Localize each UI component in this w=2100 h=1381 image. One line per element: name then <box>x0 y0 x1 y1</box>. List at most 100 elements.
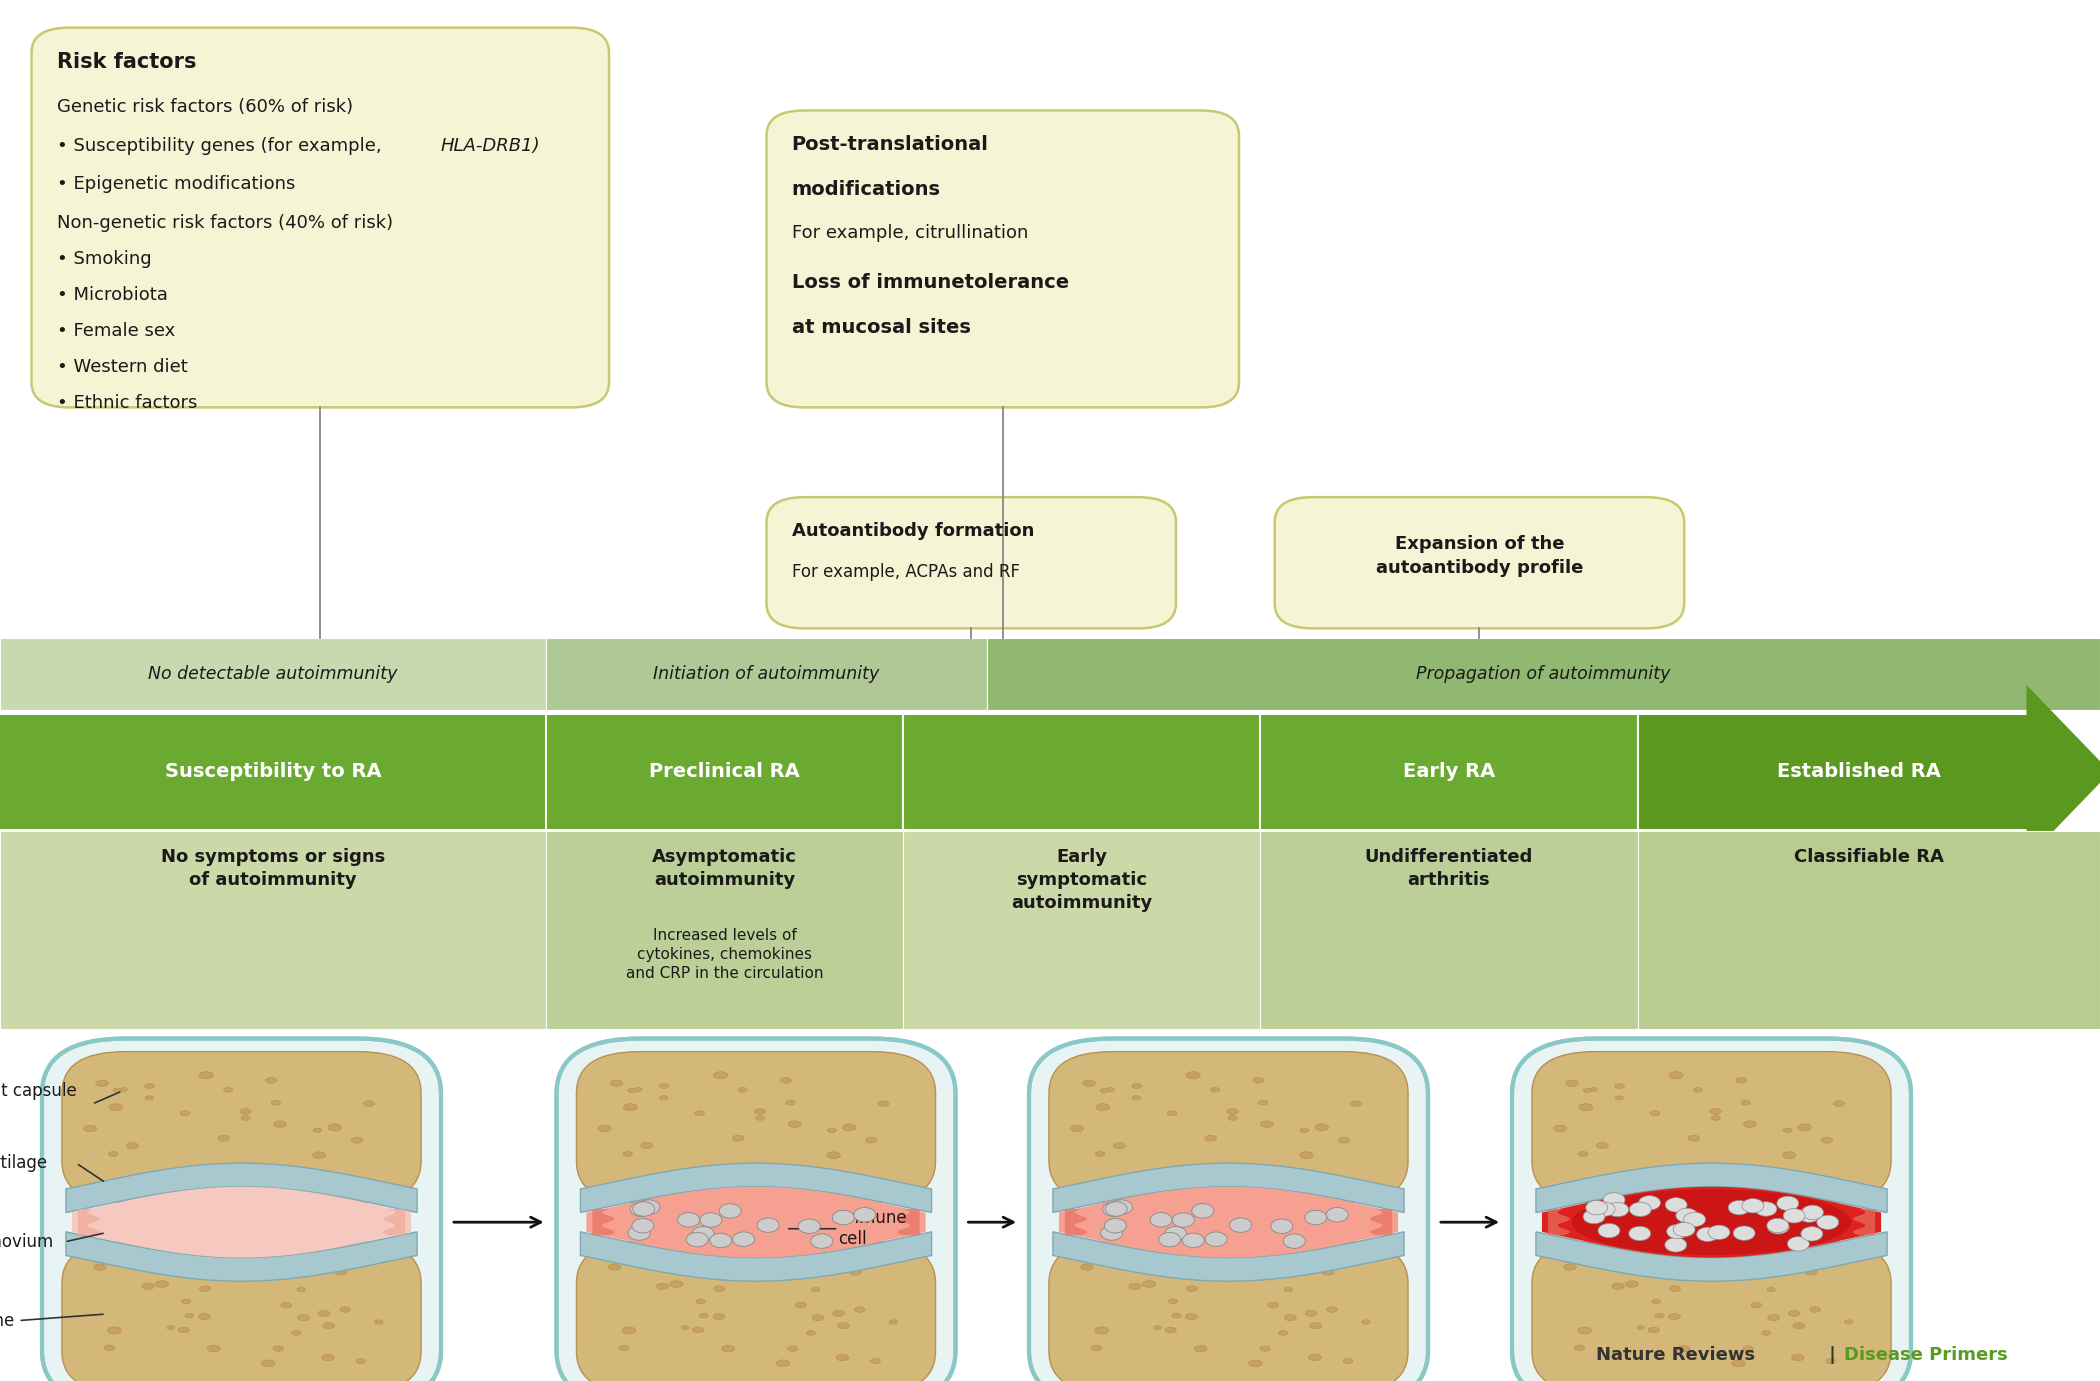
Polygon shape <box>382 1210 405 1235</box>
Ellipse shape <box>838 1323 848 1329</box>
Ellipse shape <box>145 1095 153 1101</box>
Ellipse shape <box>659 1095 668 1101</box>
Ellipse shape <box>611 1080 624 1087</box>
Ellipse shape <box>1300 1152 1312 1159</box>
Ellipse shape <box>1168 1110 1176 1116</box>
Circle shape <box>1798 1208 1821 1222</box>
Bar <box>1638 715 2026 829</box>
Ellipse shape <box>836 1355 848 1360</box>
Ellipse shape <box>1615 1095 1623 1101</box>
Text: Loss of immunetolerance: Loss of immunetolerance <box>792 273 1069 293</box>
Ellipse shape <box>1638 1326 1644 1330</box>
Text: Preclinical RA: Preclinical RA <box>649 762 800 782</box>
Ellipse shape <box>739 1088 748 1092</box>
Ellipse shape <box>1338 1138 1350 1143</box>
Circle shape <box>1630 1226 1651 1240</box>
Ellipse shape <box>178 1327 189 1333</box>
Ellipse shape <box>1670 1072 1684 1079</box>
Ellipse shape <box>200 1072 214 1079</box>
Ellipse shape <box>1319 1254 1331 1261</box>
Ellipse shape <box>273 1346 284 1351</box>
Circle shape <box>758 1218 779 1232</box>
Bar <box>987 638 2100 710</box>
Ellipse shape <box>265 1185 273 1189</box>
Ellipse shape <box>781 1077 792 1083</box>
Ellipse shape <box>351 1138 363 1143</box>
Circle shape <box>1665 1197 1686 1213</box>
Ellipse shape <box>659 1084 670 1088</box>
Ellipse shape <box>1186 1286 1197 1291</box>
Ellipse shape <box>1084 1080 1096 1087</box>
Ellipse shape <box>340 1306 351 1312</box>
Ellipse shape <box>1613 1283 1623 1290</box>
Circle shape <box>1756 1201 1777 1217</box>
Ellipse shape <box>1735 1185 1743 1189</box>
Ellipse shape <box>200 1286 210 1291</box>
Circle shape <box>1304 1210 1327 1225</box>
Ellipse shape <box>842 1124 857 1131</box>
Ellipse shape <box>1327 1306 1338 1312</box>
FancyBboxPatch shape <box>575 1242 937 1381</box>
FancyBboxPatch shape <box>556 1039 956 1381</box>
Circle shape <box>628 1226 651 1240</box>
Ellipse shape <box>1155 1326 1161 1330</box>
Ellipse shape <box>693 1327 704 1333</box>
FancyBboxPatch shape <box>32 28 609 407</box>
Ellipse shape <box>1071 1126 1084 1132</box>
Circle shape <box>1182 1233 1203 1247</box>
Polygon shape <box>2026 685 2100 859</box>
Ellipse shape <box>1226 1109 1239 1114</box>
Ellipse shape <box>695 1178 706 1184</box>
Ellipse shape <box>1168 1178 1178 1184</box>
Bar <box>0 715 2026 829</box>
Circle shape <box>1283 1233 1306 1248</box>
Ellipse shape <box>1361 1320 1369 1324</box>
Ellipse shape <box>218 1135 229 1141</box>
Ellipse shape <box>624 1103 636 1110</box>
Ellipse shape <box>155 1280 168 1287</box>
Ellipse shape <box>1653 1168 1663 1174</box>
Ellipse shape <box>292 1331 300 1335</box>
Circle shape <box>1172 1213 1195 1228</box>
Ellipse shape <box>806 1331 815 1335</box>
Ellipse shape <box>1306 1186 1317 1192</box>
Ellipse shape <box>334 1269 346 1275</box>
Ellipse shape <box>640 1142 653 1149</box>
Ellipse shape <box>888 1320 897 1324</box>
Circle shape <box>1732 1226 1756 1240</box>
Ellipse shape <box>1308 1355 1321 1360</box>
Ellipse shape <box>1651 1300 1661 1304</box>
Ellipse shape <box>1321 1269 1334 1275</box>
Ellipse shape <box>1285 1315 1296 1320</box>
Text: Cartilage: Cartilage <box>0 1155 48 1172</box>
Circle shape <box>832 1210 855 1225</box>
Ellipse shape <box>1579 1152 1588 1156</box>
Ellipse shape <box>1737 1077 1747 1083</box>
Text: modifications: modifications <box>792 180 941 199</box>
Ellipse shape <box>1310 1323 1321 1329</box>
Text: • Microbiota: • Microbiota <box>57 286 168 304</box>
Text: Joint capsule: Joint capsule <box>0 1081 78 1101</box>
Text: • Smoking: • Smoking <box>57 250 151 268</box>
Circle shape <box>678 1213 699 1226</box>
Ellipse shape <box>796 1302 806 1308</box>
Circle shape <box>798 1219 821 1233</box>
Ellipse shape <box>1793 1323 1804 1329</box>
Ellipse shape <box>296 1287 304 1291</box>
Ellipse shape <box>1283 1287 1292 1291</box>
Ellipse shape <box>271 1101 281 1105</box>
Ellipse shape <box>1168 1300 1178 1304</box>
Circle shape <box>1151 1213 1172 1226</box>
Polygon shape <box>1052 1163 1405 1213</box>
Circle shape <box>1684 1213 1705 1226</box>
Ellipse shape <box>1783 1152 1795 1159</box>
Ellipse shape <box>235 1254 248 1261</box>
Ellipse shape <box>1092 1345 1102 1351</box>
Ellipse shape <box>1554 1126 1567 1132</box>
Ellipse shape <box>1768 1315 1779 1320</box>
Ellipse shape <box>1783 1128 1791 1132</box>
Ellipse shape <box>1113 1142 1126 1149</box>
Circle shape <box>1598 1224 1619 1237</box>
Ellipse shape <box>105 1345 116 1351</box>
Ellipse shape <box>94 1264 107 1271</box>
